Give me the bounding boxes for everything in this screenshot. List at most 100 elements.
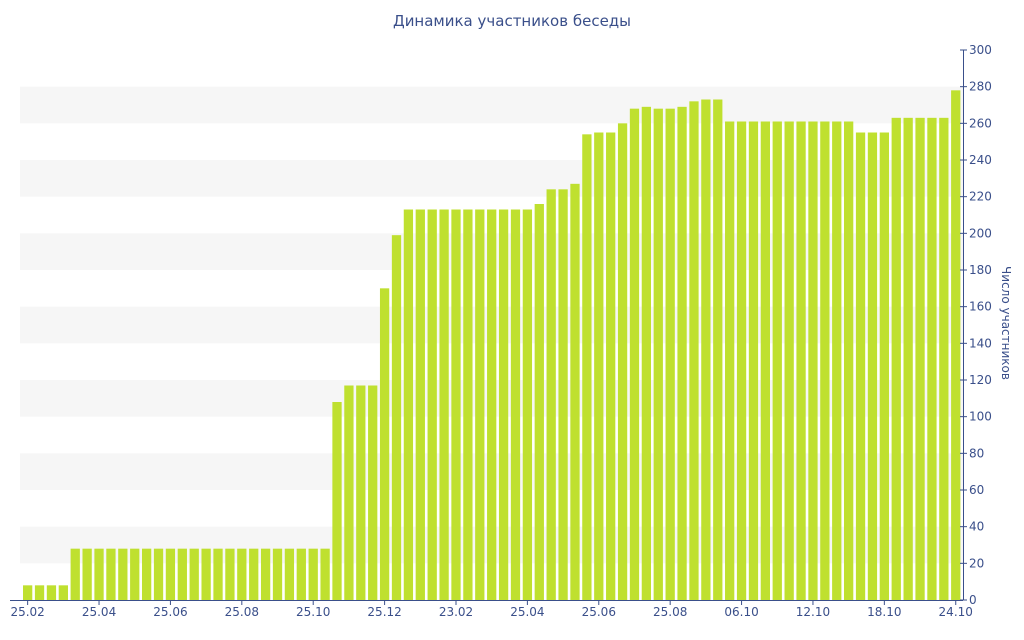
bar[interactable]: [629, 108, 640, 601]
bar[interactable]: [475, 209, 485, 601]
bar[interactable]: [379, 288, 390, 600]
x-tick-label: 25.12: [367, 605, 401, 619]
bar[interactable]: [130, 548, 140, 600]
bar[interactable]: [939, 117, 949, 600]
bar[interactable]: [177, 548, 187, 600]
bar[interactable]: [272, 548, 283, 600]
bar[interactable]: [58, 585, 68, 600]
y-tick-label: 40: [969, 520, 984, 534]
bar[interactable]: [415, 209, 425, 601]
bar[interactable]: [736, 121, 747, 601]
bar[interactable]: [118, 548, 128, 600]
bar[interactable]: [344, 385, 354, 601]
bar[interactable]: [665, 108, 675, 601]
bar[interactable]: [784, 121, 794, 601]
bar[interactable]: [701, 99, 711, 601]
bar[interactable]: [522, 209, 533, 601]
bar[interactable]: [617, 123, 628, 600]
bar[interactable]: [260, 548, 271, 600]
bar[interactable]: [867, 132, 878, 601]
bar[interactable]: [820, 121, 830, 601]
bar[interactable]: [213, 548, 223, 600]
bar[interactable]: [844, 121, 854, 601]
x-tick-label: 25.06: [153, 605, 187, 619]
bar[interactable]: [534, 204, 544, 600]
grid-band: [20, 86, 963, 124]
bar[interactable]: [891, 117, 901, 600]
bar[interactable]: [427, 209, 437, 601]
bar[interactable]: [606, 132, 616, 601]
x-tick-label: 25.02: [10, 605, 44, 619]
bar[interactable]: [855, 132, 866, 601]
bar[interactable]: [832, 121, 842, 601]
bar[interactable]: [725, 121, 735, 601]
bar[interactable]: [201, 548, 211, 600]
bar[interactable]: [903, 117, 913, 600]
bar[interactable]: [368, 385, 378, 601]
bar[interactable]: [796, 121, 806, 601]
bar[interactable]: [689, 101, 699, 600]
x-tick-label: 18.10: [867, 605, 901, 619]
bar[interactable]: [332, 402, 342, 600]
bar[interactable]: [320, 548, 330, 600]
bar[interactable]: [106, 548, 116, 600]
bar[interactable]: [677, 106, 687, 600]
bar[interactable]: [82, 548, 92, 600]
bar[interactable]: [439, 209, 449, 601]
bar[interactable]: [510, 209, 521, 601]
y-tick-label: 240: [969, 153, 992, 167]
bar[interactable]: [308, 548, 318, 600]
bar[interactable]: [189, 548, 199, 600]
bar[interactable]: [23, 585, 33, 600]
y-tick-label: 20: [969, 556, 984, 570]
chart-title: Динамика участников беседы: [392, 12, 632, 30]
bar[interactable]: [70, 548, 80, 600]
y-tick-label: 300: [969, 43, 992, 57]
bar[interactable]: [451, 209, 461, 601]
bar[interactable]: [153, 548, 164, 600]
grid-band: [20, 160, 963, 197]
y-tick-label: 220: [969, 190, 992, 204]
bar[interactable]: [141, 548, 152, 600]
bar[interactable]: [594, 132, 604, 601]
x-tick-label: 12.10: [796, 605, 830, 619]
y-tick-label: 180: [969, 263, 992, 277]
bar[interactable]: [296, 548, 306, 600]
bar[interactable]: [915, 117, 925, 600]
bar[interactable]: [34, 585, 45, 600]
bar[interactable]: [463, 209, 473, 601]
x-tick-label: 23.02: [439, 605, 473, 619]
bar[interactable]: [558, 189, 568, 600]
y-tick-label: 0: [969, 593, 977, 607]
bar[interactable]: [713, 99, 723, 601]
bar[interactable]: [237, 548, 247, 600]
bar[interactable]: [760, 121, 770, 601]
y-tick-label: 200: [969, 226, 992, 240]
bar[interactable]: [748, 121, 759, 601]
y-tick-label: 260: [969, 116, 992, 130]
bar[interactable]: [951, 90, 961, 600]
bar[interactable]: [879, 132, 889, 601]
bar[interactable]: [653, 108, 663, 601]
bar[interactable]: [808, 121, 818, 601]
bar[interactable]: [546, 189, 556, 600]
bar[interactable]: [403, 209, 414, 601]
bar[interactable]: [94, 548, 104, 600]
bar[interactable]: [927, 117, 937, 600]
bar[interactable]: [391, 235, 402, 601]
bar[interactable]: [356, 385, 366, 601]
bar[interactable]: [249, 548, 259, 600]
bar[interactable]: [225, 548, 235, 600]
bar[interactable]: [284, 548, 295, 600]
x-tick-label: 25.04: [510, 605, 544, 619]
bar[interactable]: [487, 209, 497, 601]
bar[interactable]: [641, 106, 652, 600]
bar[interactable]: [46, 585, 57, 600]
x-tick-label: 25.08: [653, 605, 687, 619]
bar[interactable]: [772, 121, 782, 601]
bar[interactable]: [582, 134, 592, 600]
bar[interactable]: [498, 209, 509, 601]
bar[interactable]: [165, 548, 176, 600]
bar[interactable]: [570, 183, 580, 600]
